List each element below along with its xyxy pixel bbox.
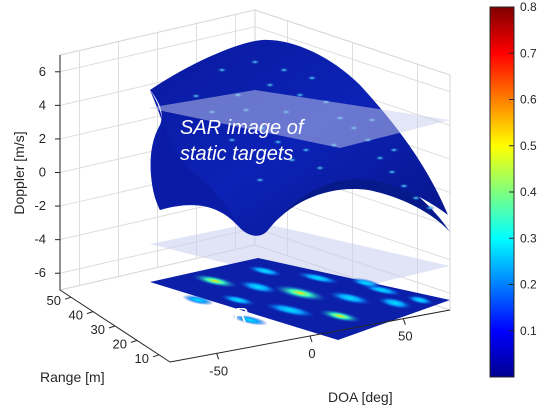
doa-tick-mark: [402, 318, 406, 325]
range-tick-label: 40: [69, 308, 83, 323]
doppler-tick-label: -2: [34, 198, 46, 213]
range-tick-label: 20: [113, 336, 127, 351]
sar-annotation-line2: static targets: [180, 143, 293, 165]
colorbar-tick-label: 0.5: [520, 139, 537, 153]
colorbar-tick-label: 0.6: [520, 93, 537, 107]
colorbar: 0.1 0.2 0.3 0.4 0.5 0.6 0.7 0.8: [489, 0, 537, 378]
doa-tick-label: -50: [209, 363, 228, 378]
range-tick-labels: 10 20 30 40 50: [47, 293, 160, 366]
range-tick-mark: [130, 339, 138, 343]
doppler-tick-label: -4: [34, 232, 46, 247]
radar-annotation-line2: image: [178, 331, 232, 353]
colorbar-tick-label: 0.2: [520, 278, 537, 292]
doppler-axis-label: Doppler [m/s]: [11, 131, 27, 214]
doppler-tick-label: 0: [39, 165, 46, 180]
doppler-tick-label: 2: [39, 131, 46, 146]
colorbar-tick-label: 0.3: [520, 231, 537, 245]
colorbar-tick-label: 0.8: [520, 0, 537, 14]
doa-tick-label: 50: [398, 329, 412, 344]
doppler-tick-label: -6: [34, 265, 46, 280]
doa-tick-mark: [216, 353, 220, 360]
radar-annotation-line1: RADAR: [178, 305, 248, 327]
colorbar-tick-label: 0.4: [520, 185, 537, 199]
upper-translucent-plane: [148, 90, 450, 148]
doa-tick-label: 0: [308, 346, 315, 361]
doppler-tick-labels: -6 -4 -2 0 2 4 6: [34, 64, 60, 280]
range-tick-label: 10: [135, 351, 149, 366]
doppler-tick-label: 4: [39, 97, 46, 112]
range-tick-mark: [86, 311, 94, 315]
colorbar-tick-label: 0.7: [520, 46, 537, 60]
range-tick-mark: [152, 354, 160, 358]
sar-annotation-line1: SAR image of: [180, 117, 306, 139]
range-axis-label: Range [m]: [40, 369, 105, 385]
doa-tick-mark: [309, 335, 313, 343]
range-tick-mark: [64, 296, 72, 300]
doppler-tick-label: 6: [39, 64, 46, 79]
colorbar-tick-label: 0.1: [520, 324, 537, 338]
range-tick-mark: [108, 325, 116, 329]
range-tick-label: 30: [91, 322, 105, 337]
lower-translucent-plane: [150, 222, 450, 292]
radar-image-plane: [150, 258, 450, 340]
range-tick-label: 50: [47, 293, 61, 308]
doa-axis-label: DOA [deg]: [328, 389, 393, 405]
doa-tick-labels: -50 0 50: [209, 318, 413, 378]
